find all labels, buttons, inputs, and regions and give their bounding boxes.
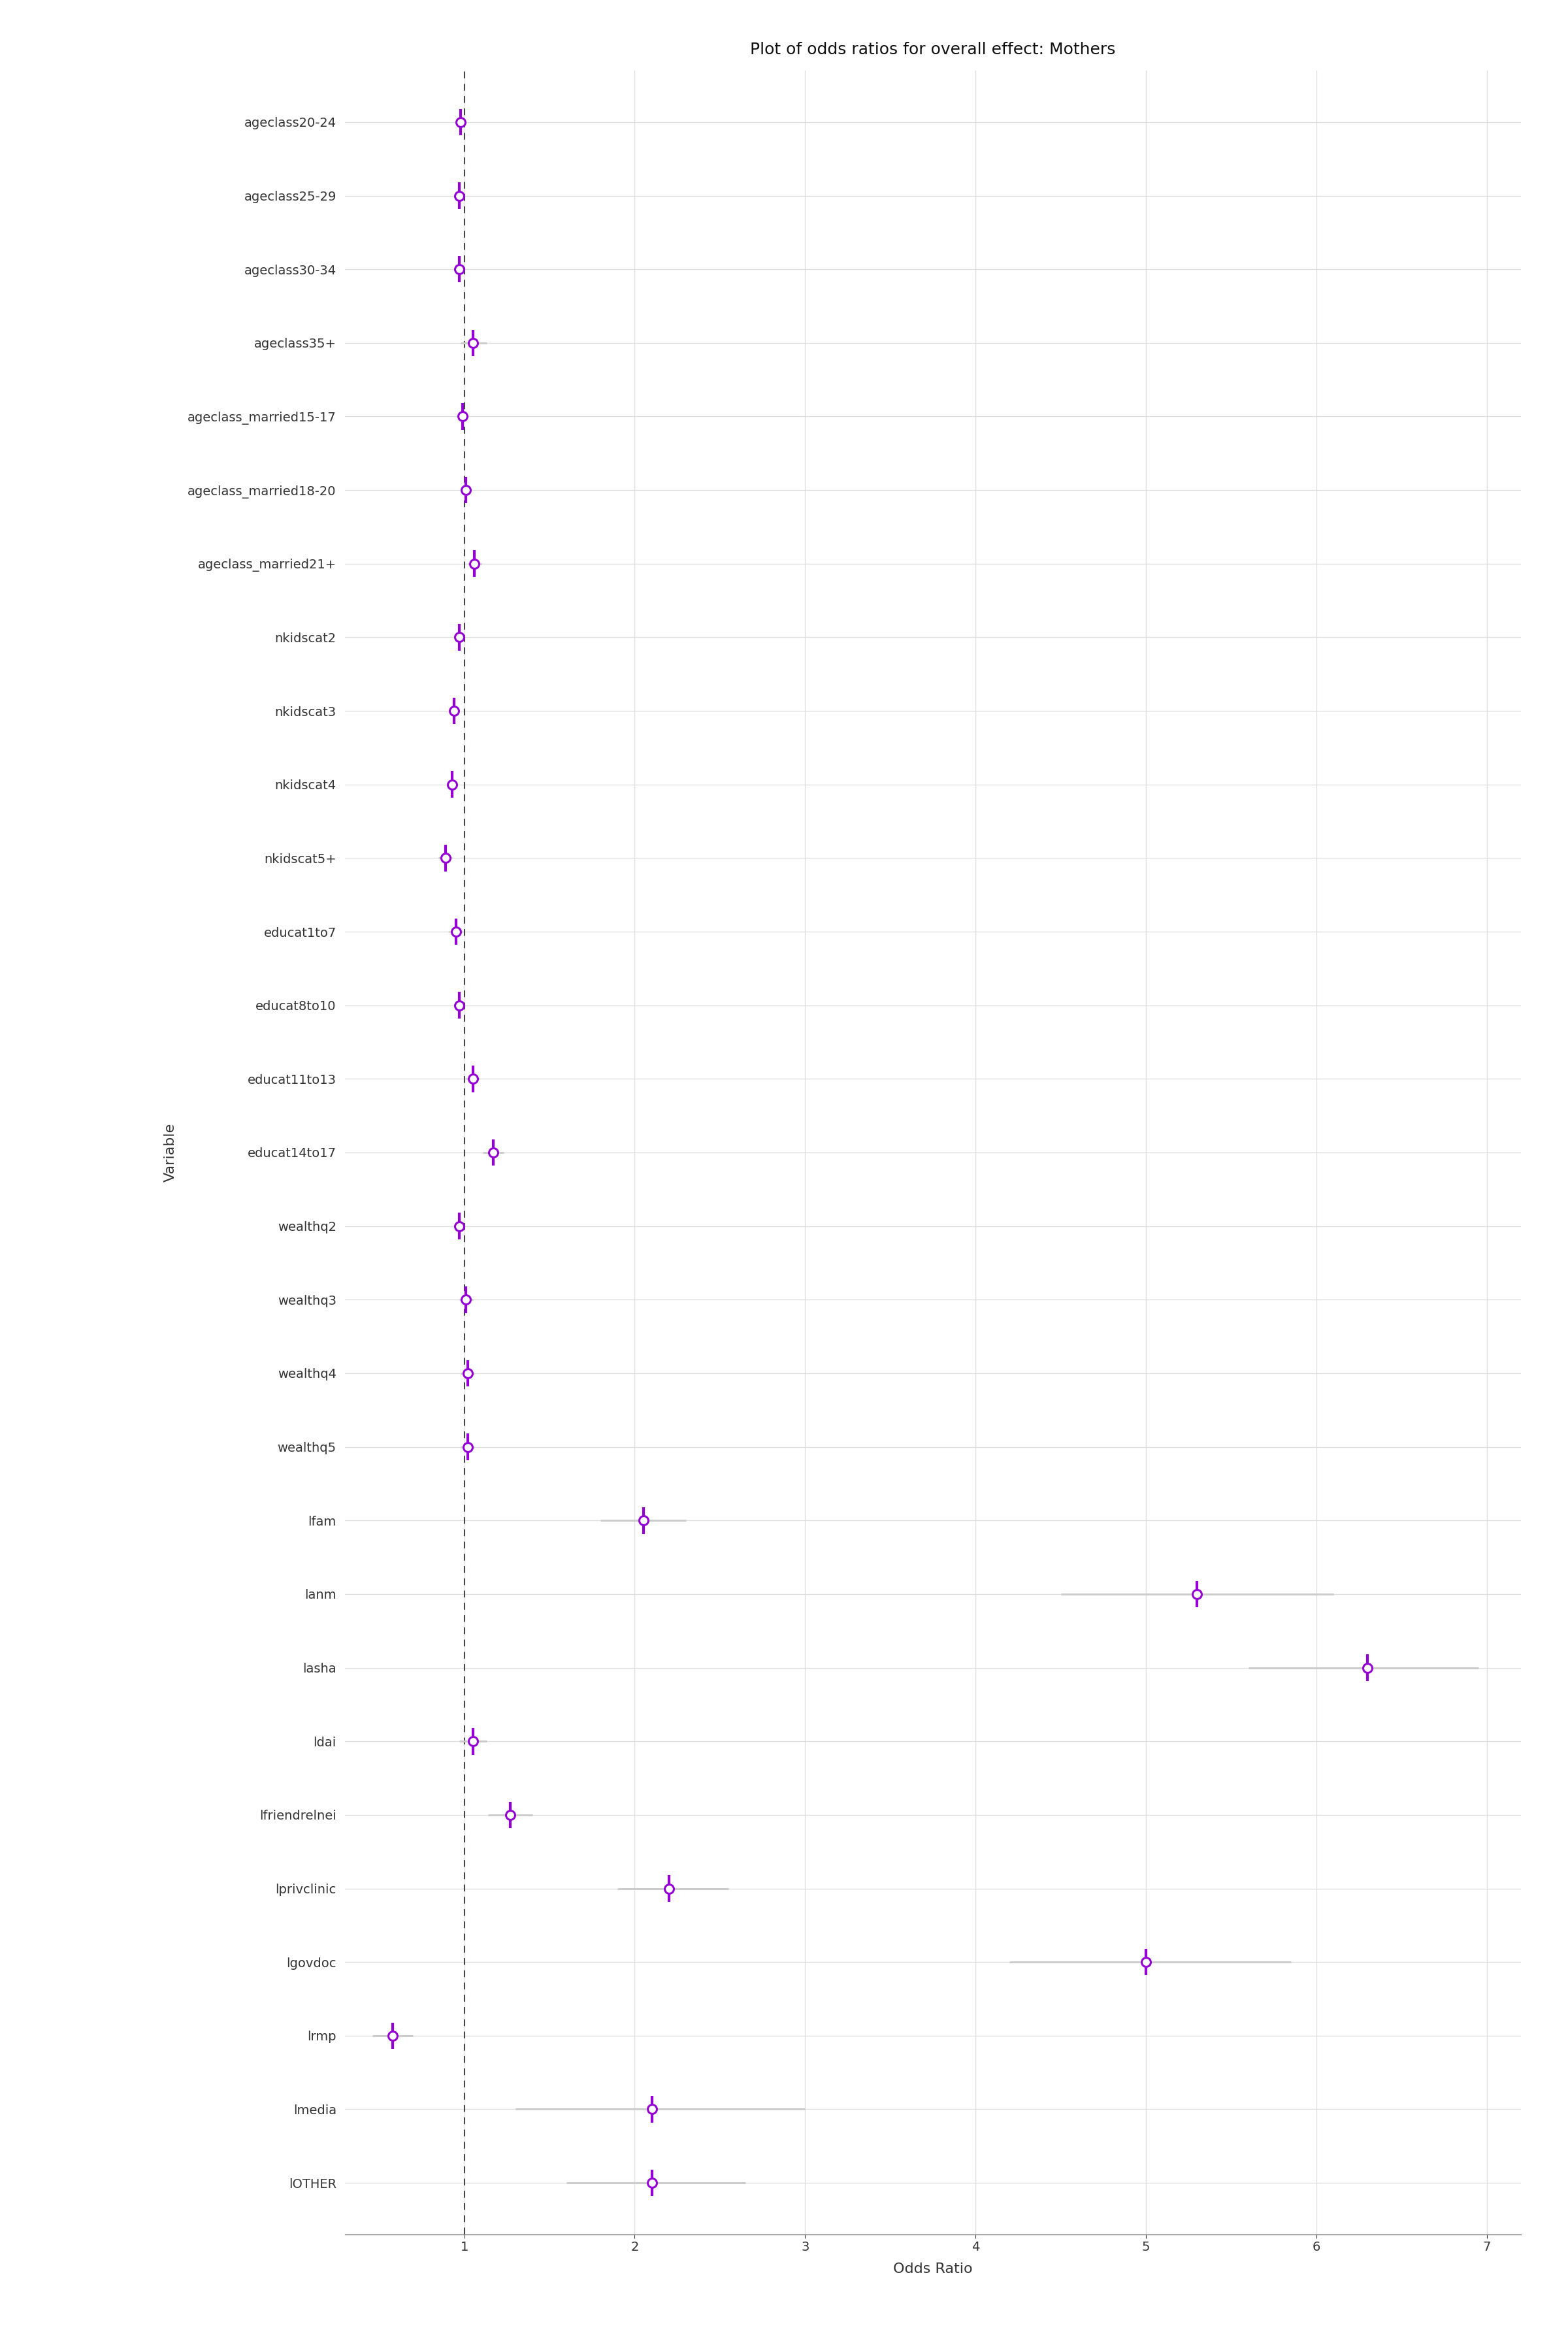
- X-axis label: Odds Ratio: Odds Ratio: [894, 2263, 972, 2277]
- Title: Plot of odds ratios for overall effect: Mothers: Plot of odds ratios for overall effect: …: [750, 42, 1116, 56]
- Y-axis label: Variable: Variable: [163, 1122, 177, 1183]
